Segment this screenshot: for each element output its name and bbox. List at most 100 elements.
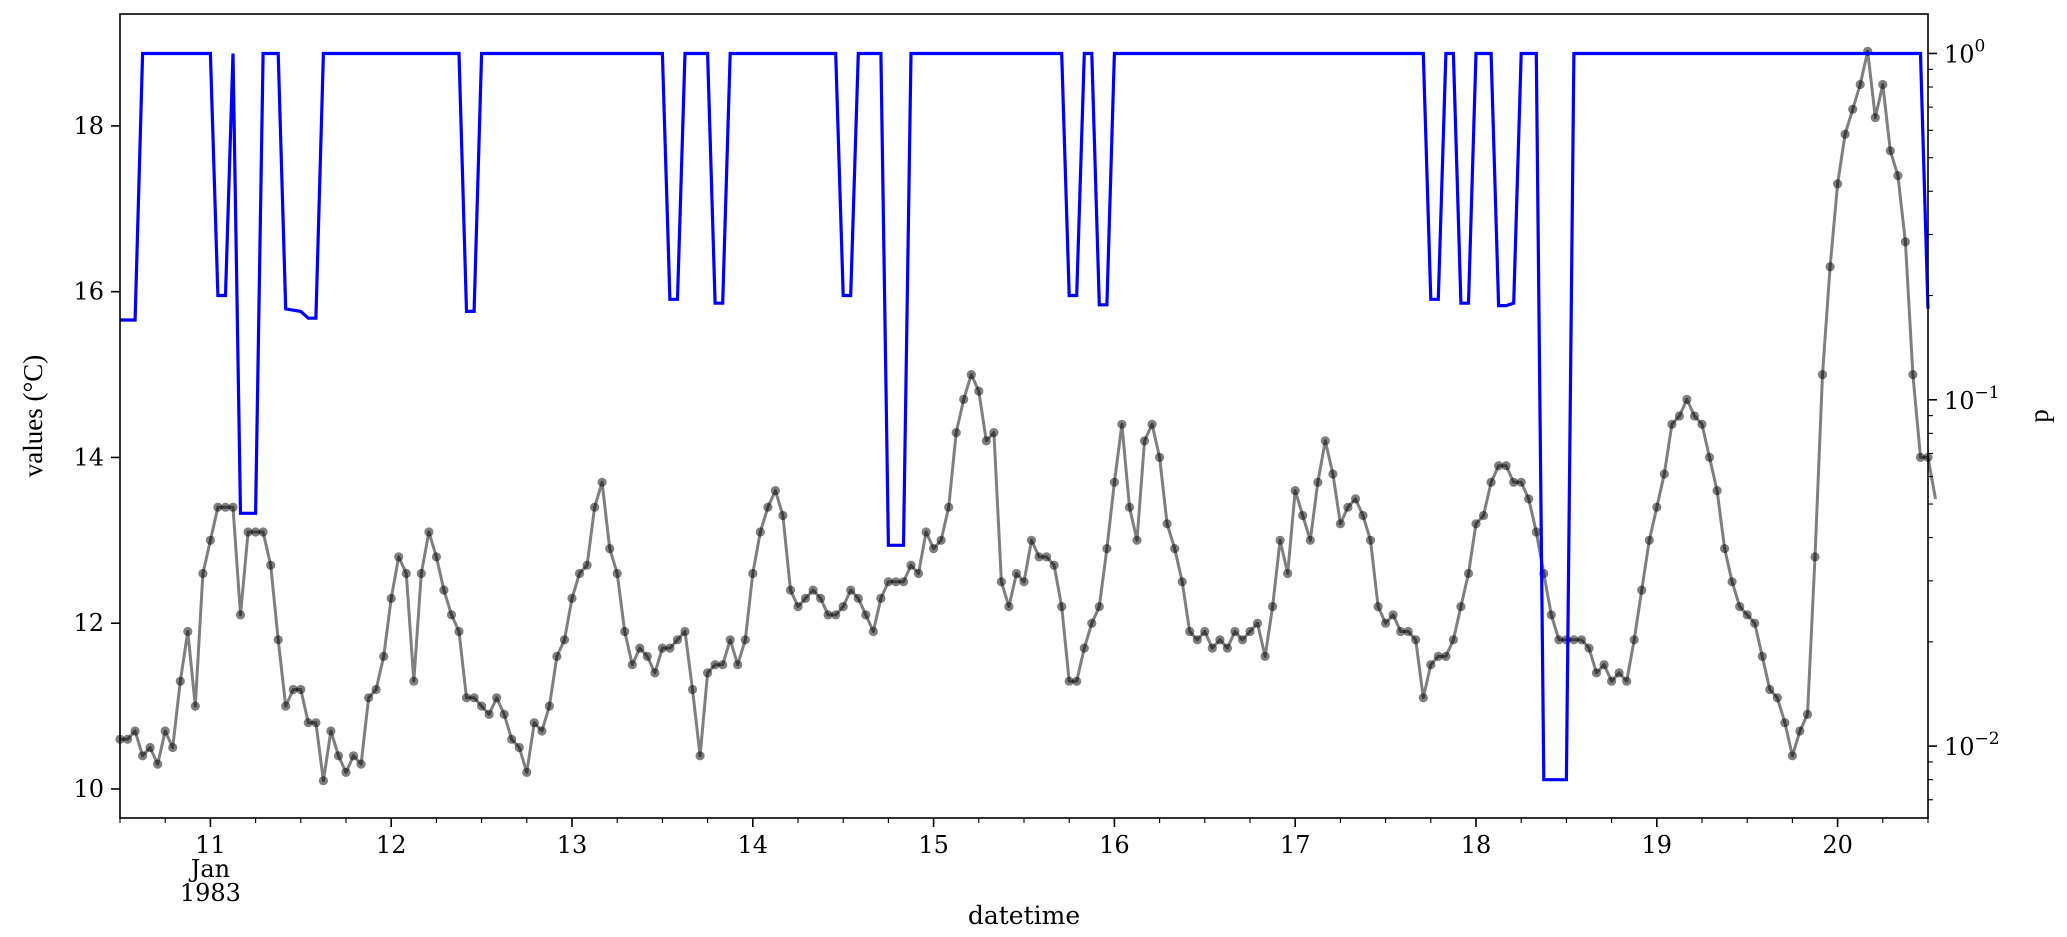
temperature-point [1102,544,1112,554]
temperature-point [386,593,396,604]
temperature-point [220,502,231,512]
temperature-point [1456,602,1466,612]
temperature-point [966,370,976,380]
temperature-point [1817,370,1828,380]
temperature-point [235,610,246,620]
temperature-point [507,734,517,744]
temperature-point [703,668,713,678]
temperature-point [1049,560,1059,570]
temperature-point [642,651,652,662]
temperature-point [1840,129,1850,139]
temperature-point [1750,618,1760,628]
temperature-point [574,568,585,579]
x-tick-label: 13 [557,831,588,859]
temperature-point [145,742,155,753]
temperature-point [929,544,939,554]
temperature-point [243,527,253,537]
x-tick-label: 20 [1822,831,1853,859]
temperature-point [1637,585,1647,595]
temperature-point [951,428,961,438]
temperature-point [1599,660,1609,670]
temperature-point [1893,171,1903,181]
temperature-point [1170,544,1180,554]
temperature-point [597,477,607,487]
temperature-point [823,610,833,620]
temperature-point [1848,104,1858,114]
temperature-point [763,502,773,512]
temperature-point [266,560,276,570]
temperature-point [906,560,916,570]
temperature-point [1087,618,1097,628]
temperature-point [318,776,328,786]
left-y-tick-label: 18 [73,112,104,140]
temperature-point [1494,461,1504,471]
temperature-point [138,751,148,761]
temperature-point [281,701,291,711]
x-tick-label: 1983 [180,879,241,907]
temperature-point [1584,643,1594,653]
right-y-axis: 100 10−1 10−2 [1928,36,2000,801]
temperature-point [1283,568,1293,579]
temperature-point [1245,626,1255,637]
temperature-point [168,742,178,753]
temperature-point [492,693,502,703]
temperature-point [1381,618,1391,628]
temperature-point [650,668,660,678]
temperature-point [1155,452,1165,462]
temperature-point [424,527,434,537]
temperature-point [1388,610,1398,620]
temperature-point [1885,146,1895,156]
temperature-point [333,751,344,761]
right-y-tick-label: 100 [1944,36,1985,68]
temperature-point [657,643,668,653]
temperature-point [1192,635,1202,645]
temperature-point [1403,626,1413,637]
temperature-point [1079,643,1089,653]
temperature-point [1298,510,1308,521]
temperature-point [1689,411,1700,421]
temperature-point [1531,527,1541,537]
temperature-point [258,527,268,537]
temperature-point [1780,718,1790,728]
temperature-point [1501,461,1511,471]
temperature-point [416,568,426,579]
temperature-point [1139,436,1150,446]
temperature-point [1162,519,1172,529]
temperature-point [793,602,803,612]
temperature-point [853,593,863,604]
temperature-point [288,684,298,695]
temperature-point [544,701,555,711]
temperature-point [695,751,705,761]
temperature-point [1305,535,1315,545]
temperature-point [959,394,969,404]
temperature-point [1486,477,1496,487]
temperature-point [1591,668,1602,678]
temperature-point [1335,519,1345,529]
temperature-point [816,593,826,604]
temperature-point [183,626,193,637]
temperature-point [371,684,381,695]
temperature-point [160,726,170,736]
temperature-point [1516,477,1526,487]
p-line [120,51,1930,782]
temperature-point [936,535,946,545]
temperature-point [251,527,261,537]
temperature-point [537,726,547,736]
temperature-point [800,593,811,604]
temperature-point [1260,651,1270,662]
temperature-point [477,701,487,711]
temperature-point [846,585,856,595]
temperature-point [356,759,366,769]
temperature-point [1004,602,1014,612]
temperature-point [838,602,848,612]
temperature-point [672,635,683,645]
x-tick-label: 16 [1099,831,1130,859]
temperature-point [213,502,223,512]
temperature-point [454,626,464,637]
temperature-point [1915,452,1926,462]
temperature-point [1207,643,1217,653]
temperature-point [748,568,758,579]
temperature-point [1825,262,1835,272]
temperature-point [348,751,359,761]
temperature-point [205,535,215,545]
